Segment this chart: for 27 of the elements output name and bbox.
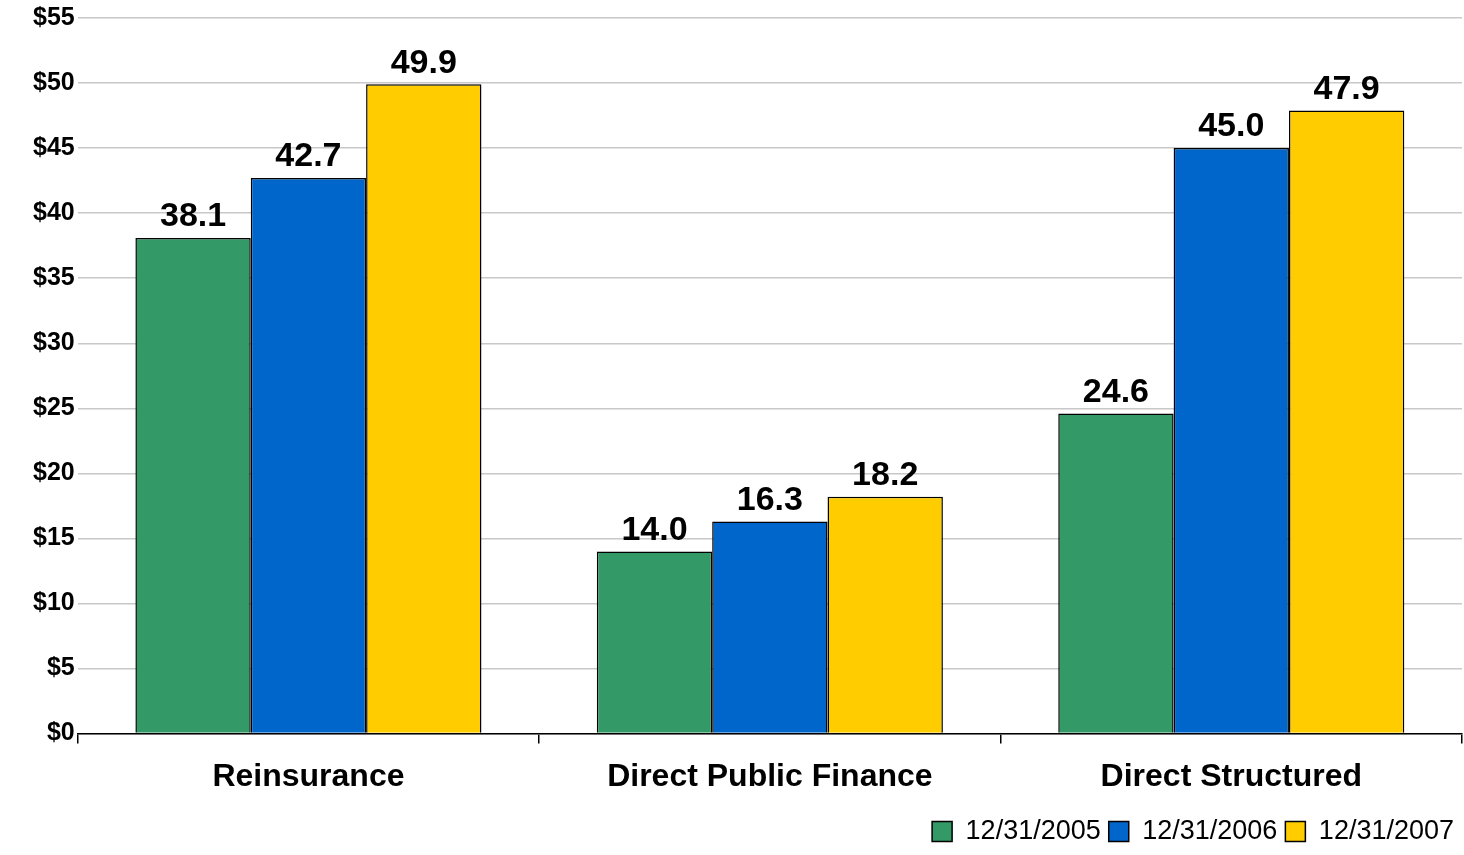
legend-label: 12/31/2006 xyxy=(1142,814,1278,845)
legend-label: 12/31/2005 xyxy=(965,814,1101,845)
legend-label: 12/31/2007 xyxy=(1318,814,1455,845)
data-label: 24.6 xyxy=(1082,370,1150,409)
y-tick-label: $50 xyxy=(32,66,75,95)
data-label: 38.1 xyxy=(159,195,227,234)
data-label: 42.7 xyxy=(275,135,342,174)
y-tick-label: $5 xyxy=(46,652,75,681)
y-tick-label: $45 xyxy=(32,132,75,160)
y-tick-label: $35 xyxy=(32,262,75,291)
data-label: 47.9 xyxy=(1313,67,1380,106)
x-tick-label: Direct Structured xyxy=(1100,756,1362,793)
data-label: 14.0 xyxy=(621,508,688,547)
y-tick-label: $15 xyxy=(32,522,75,551)
y-tick-label: $25 xyxy=(32,392,75,421)
y-tick-label: $20 xyxy=(32,457,75,486)
y-tick-label: $10 xyxy=(32,587,75,616)
x-tick-label: Reinsurance xyxy=(212,756,405,793)
data-label: 45.0 xyxy=(1198,105,1265,144)
y-tick-label: $0 xyxy=(46,717,75,746)
y-tick-label: $30 xyxy=(32,327,75,356)
data-label: 49.9 xyxy=(390,41,457,80)
y-tick-label: $40 xyxy=(32,197,75,226)
data-label: 16.3 xyxy=(736,478,803,517)
y-tick-label: $55 xyxy=(32,1,75,30)
data-label: 18.2 xyxy=(852,454,919,493)
x-tick-label: Direct Public Finance xyxy=(607,756,933,793)
